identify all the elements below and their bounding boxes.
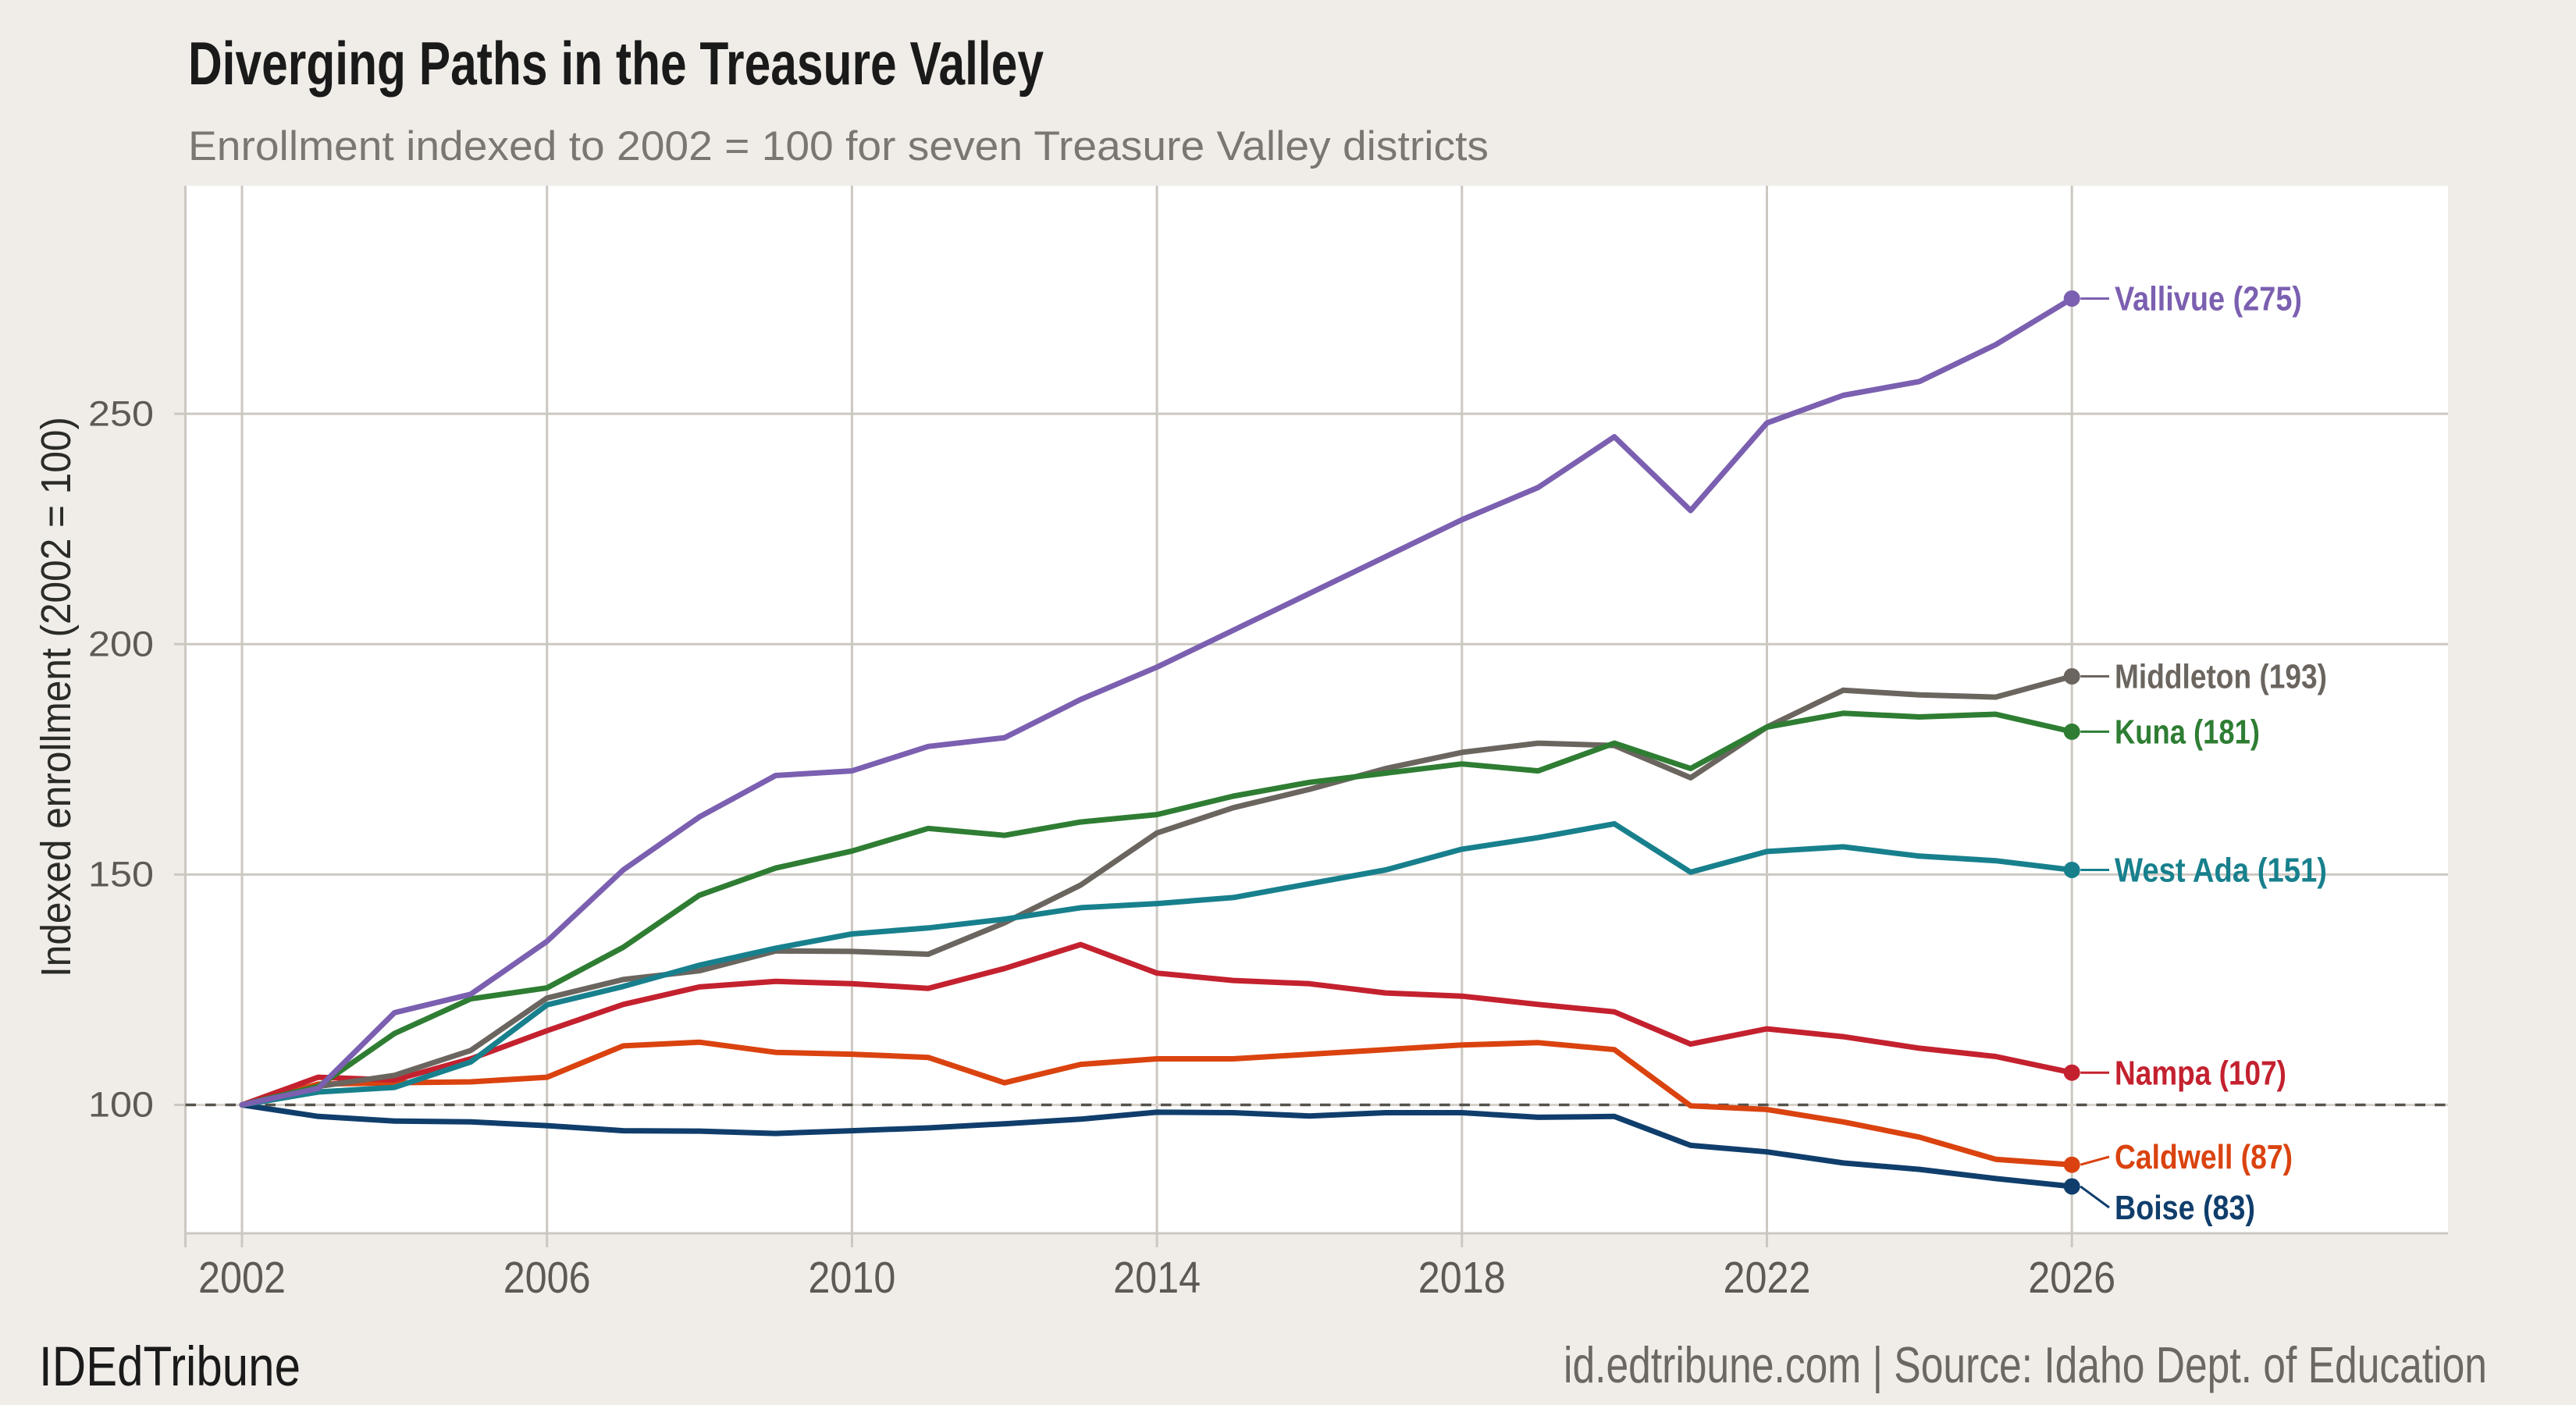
svg-text:Vallivue (275): Vallivue (275) (2115, 280, 2302, 318)
svg-text:2022: 2022 (1724, 1253, 1811, 1303)
svg-text:Nampa (107): Nampa (107) (2115, 1054, 2286, 1092)
svg-text:Indexed enrollment (2002 = 100: Indexed enrollment (2002 = 100) (33, 417, 80, 977)
svg-text:250: 250 (88, 393, 154, 433)
svg-text:150: 150 (88, 855, 154, 895)
svg-text:100: 100 (88, 1085, 154, 1125)
svg-text:Middleton (193): Middleton (193) (2115, 658, 2327, 696)
svg-text:200: 200 (88, 624, 154, 663)
svg-text:West Ada (151): West Ada (151) (2115, 852, 2327, 890)
svg-text:Diverging Paths in the Treasur: Diverging Paths in the Treasure Valley (188, 29, 1044, 98)
svg-text:Enrollment indexed to 2002 = 1: Enrollment indexed to 2002 = 100 for sev… (188, 123, 1489, 169)
svg-text:Boise (83): Boise (83) (2115, 1189, 2255, 1227)
svg-text:2014: 2014 (1113, 1253, 1201, 1303)
svg-text:2006: 2006 (503, 1253, 591, 1303)
svg-text:Kuna (181): Kuna (181) (2115, 713, 2260, 752)
svg-text:2026: 2026 (2028, 1253, 2115, 1303)
svg-text:Caldwell (87): Caldwell (87) (2115, 1138, 2293, 1176)
svg-text:2018: 2018 (1418, 1253, 1506, 1303)
svg-text:2002: 2002 (198, 1253, 286, 1303)
svg-text:2010: 2010 (808, 1253, 895, 1303)
svg-text:id.edtribune.com | Source: Ida: id.edtribune.com | Source: Idaho Dept. o… (1564, 1336, 2487, 1393)
svg-text:IDEdTribune: IDEdTribune (39, 1336, 301, 1398)
